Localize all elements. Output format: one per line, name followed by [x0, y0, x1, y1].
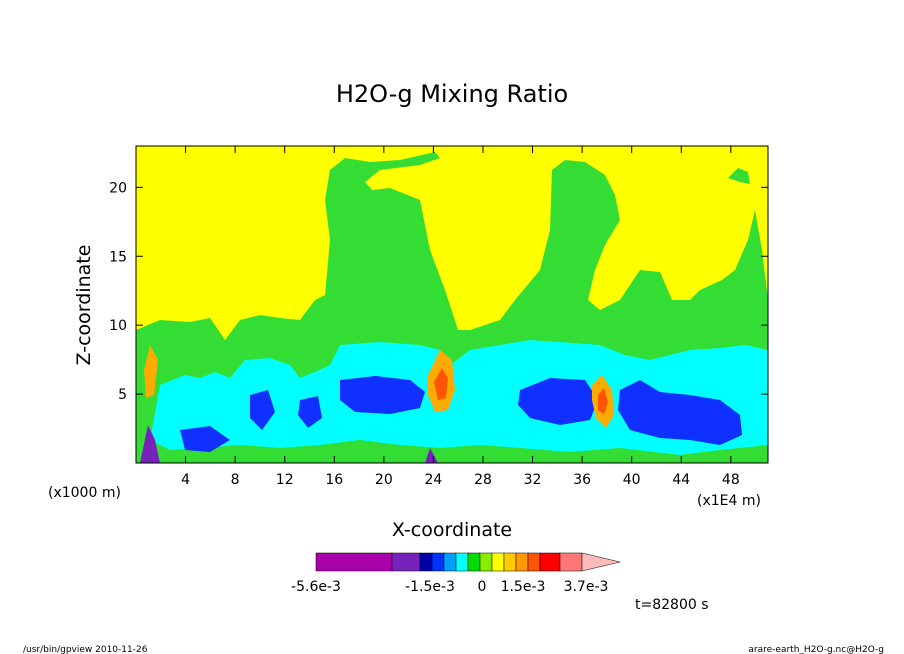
colorbar-segment [419, 552, 433, 572]
blue-region [180, 376, 742, 452]
footer-left: /usr/bin/gpview 2010-11-26 [23, 645, 148, 654]
y-axis-title: Z-coordinate [73, 245, 95, 366]
y-unit-note: (x1000 m) [48, 485, 121, 501]
colorbar-label: 1.5e-3 [501, 579, 546, 595]
colorbar-segment [479, 552, 493, 572]
plot-area [135, 145, 769, 464]
colorbar [315, 552, 621, 572]
x-tick-labels: 4 8 12 16 20 24 28 32 36 40 44 48 [181, 472, 740, 488]
colorbar-label: 3.7e-3 [564, 579, 609, 595]
green-region-top [728, 168, 750, 184]
x-tick-label: 48 [722, 472, 740, 488]
colorbar-segment [515, 552, 529, 572]
x-tick-label: 12 [276, 472, 294, 488]
footer-right: arare-earth_H2O-g.nc@H2O-g [748, 645, 884, 654]
x-tick-label: 20 [375, 472, 393, 488]
colorbar-segment [391, 552, 421, 572]
colorbar-label: -1.5e-3 [405, 579, 455, 595]
x-tick-label: 4 [181, 472, 190, 488]
y-tick-labels: 5 10 15 20 [109, 180, 127, 403]
x-tick-marks [185, 146, 732, 463]
colorbar-segment [539, 552, 561, 572]
colorbar-segment [491, 552, 505, 572]
colorbar-label: 0 [478, 579, 487, 595]
x-tick-label: 16 [325, 472, 343, 488]
colorbar-segment [455, 552, 469, 572]
colorbar-segment [559, 552, 583, 572]
x-tick-label: 24 [424, 472, 442, 488]
time-label: t=82800 s [635, 597, 709, 613]
colorbar-segment [527, 552, 541, 572]
colorbar-segment [315, 552, 393, 572]
x-axis-title: X-coordinate [392, 519, 512, 541]
colorbar-segment [443, 552, 457, 572]
y-tick-label: 15 [109, 249, 127, 265]
x-tick-label: 44 [672, 472, 690, 488]
chart-title: H2O-g Mixing Ratio [336, 80, 568, 108]
y-tick-label: 5 [118, 387, 127, 403]
x-tick-label: 28 [474, 472, 492, 488]
colorbar-arrow [581, 552, 621, 572]
x-unit-note: (x1E4 m) [697, 493, 761, 509]
colorbar-labels: -5.6e-3 -1.5e-3 0 1.5e-3 3.7e-3 [291, 579, 608, 595]
colorbar-segment [467, 552, 481, 572]
y-tick-label: 20 [109, 180, 127, 196]
y-tick-label: 10 [109, 318, 127, 334]
colorbar-label: -5.6e-3 [291, 579, 341, 595]
colorbar-segment [503, 552, 517, 572]
colorbar-segment [431, 552, 445, 572]
y-tick-marks [136, 186, 768, 395]
cyan-region [150, 340, 768, 455]
x-tick-label: 36 [573, 472, 591, 488]
x-tick-label: 8 [231, 472, 240, 488]
x-tick-label: 32 [524, 472, 542, 488]
plot-frame [135, 145, 769, 464]
x-tick-label: 40 [623, 472, 641, 488]
